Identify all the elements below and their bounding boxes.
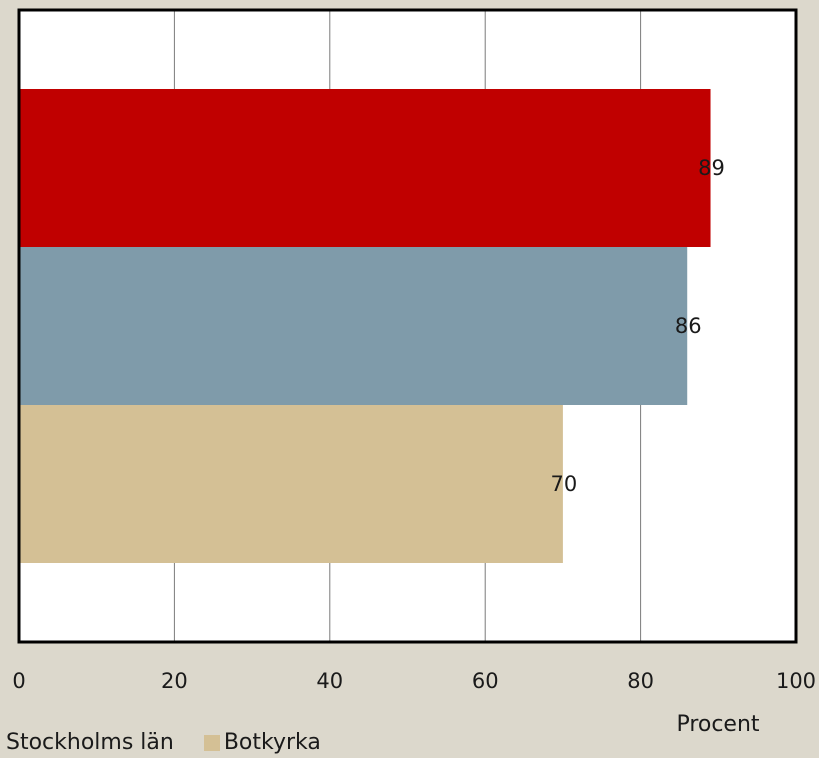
legend: Stockholms län Botkyrka	[6, 728, 351, 758]
legend-label-stockholms-lan: Stockholms län	[6, 730, 174, 755]
data-label-70: 70	[551, 472, 578, 496]
plot-frame	[17, 8, 798, 644]
legend-item-stockholms-lan: Stockholms län	[6, 728, 174, 758]
data-label-89: 89	[698, 156, 725, 180]
legend-swatch-botkyrka	[203, 735, 220, 751]
x-tick-label-20: 20	[161, 669, 188, 693]
data-label-86: 86	[675, 314, 702, 338]
legend-label-botkyrka: Botkyrka	[223, 730, 321, 755]
x-tick-label-80: 80	[627, 669, 654, 693]
x-tick-label-40: 40	[316, 669, 343, 693]
x-tick-label-60: 60	[472, 669, 499, 693]
bar-70	[19, 405, 563, 563]
bar-86	[19, 247, 688, 405]
bar-89	[19, 89, 711, 247]
legend-item-botkyrka: Botkyrka	[203, 728, 321, 758]
x-tick-label-0: 0	[12, 669, 25, 693]
x-axis-title: Procent	[676, 712, 759, 737]
x-tick-label-100: 100	[776, 669, 816, 693]
